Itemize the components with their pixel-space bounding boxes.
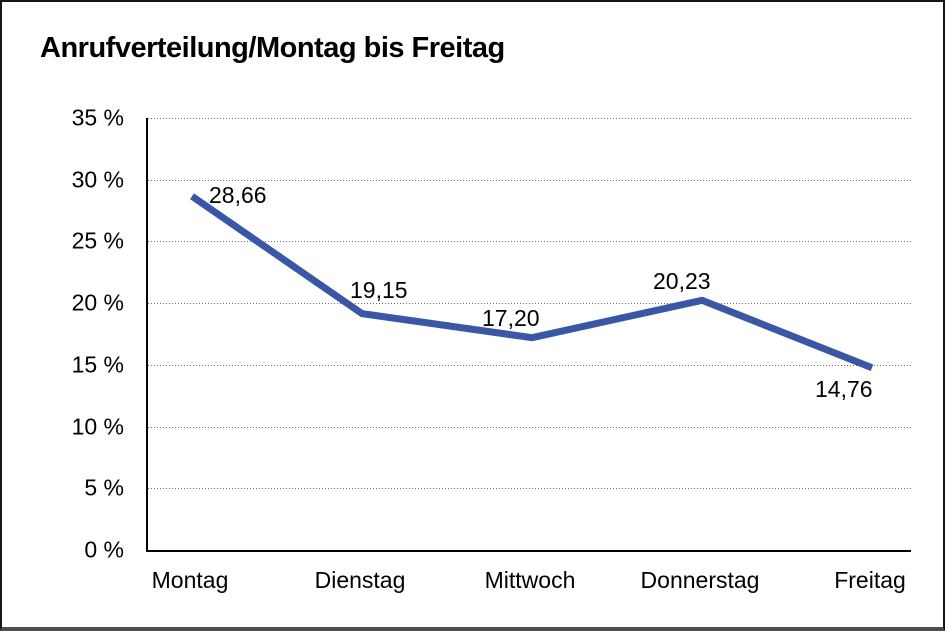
gridline — [148, 427, 911, 428]
y-tick-label: 5 % — [84, 474, 124, 501]
plot-area — [146, 118, 911, 552]
y-tick-label: 35 % — [71, 104, 124, 131]
y-tick-label: 0 % — [84, 536, 124, 563]
x-category-label: Dienstag — [314, 567, 406, 593]
y-tick-label: 20 % — [71, 289, 124, 316]
point-value-label: 28,66 — [209, 182, 267, 208]
y-tick-label: 30 % — [71, 166, 124, 193]
point-value-label: 14,76 — [815, 376, 873, 402]
point-value-label: 19,15 — [350, 277, 408, 303]
gridline — [148, 241, 911, 242]
gridline — [148, 365, 911, 366]
point-value-label: 20,23 — [653, 268, 711, 294]
gridline — [148, 488, 911, 489]
point-value-label: 17,20 — [482, 305, 540, 331]
x-category-label: Mittwoch — [484, 567, 576, 593]
gridline — [148, 118, 911, 119]
chart-line — [190, 193, 874, 372]
x-category-label: Montag — [151, 567, 229, 593]
chart-title: Anrufverteilung/Montag bis Freitag — [40, 32, 505, 64]
x-category-label: Donnerstag — [640, 567, 760, 593]
y-tick-label: 25 % — [71, 227, 124, 254]
x-category-label: Freitag — [834, 567, 906, 593]
line-chart-canvas — [190, 193, 874, 372]
gridline — [148, 303, 911, 304]
y-tick-label: 10 % — [71, 413, 124, 440]
gridline — [148, 180, 911, 181]
y-tick-label: 15 % — [71, 351, 124, 378]
